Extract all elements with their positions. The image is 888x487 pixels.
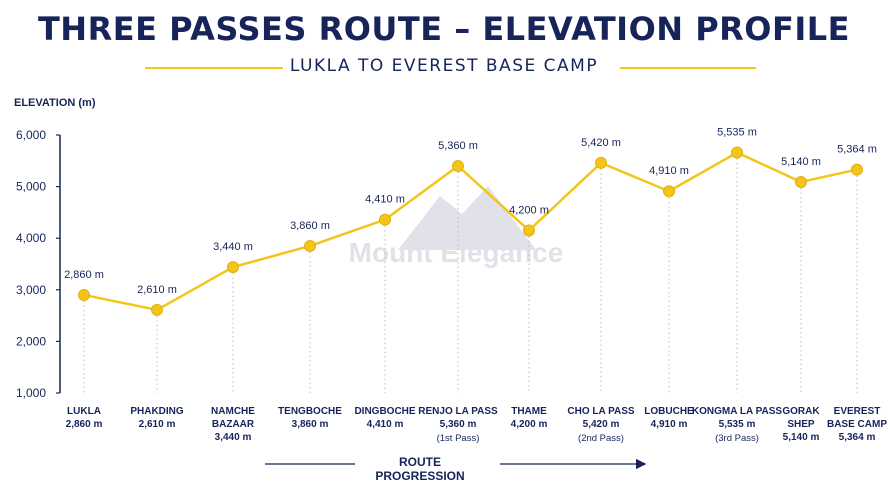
data-label: 2,860 m bbox=[64, 269, 104, 281]
data-point bbox=[227, 261, 239, 274]
data-point bbox=[151, 303, 163, 316]
category-label-line: 4,910 m bbox=[651, 419, 688, 430]
category-label-line: PHAKDING bbox=[130, 406, 184, 417]
y-tick-label: 1,000 bbox=[16, 386, 46, 400]
data-point bbox=[304, 239, 316, 252]
category-label: PHAKDING 2,610 m bbox=[130, 406, 184, 430]
subtitle-row: LUKLA TO EVEREST BASE CAMP bbox=[0, 56, 888, 80]
y-tick-label: 2,000 bbox=[16, 334, 46, 348]
data-label: 4,910 m bbox=[649, 165, 689, 177]
category-label-line: 2,610 m bbox=[139, 419, 176, 430]
data-point bbox=[851, 163, 863, 176]
y-tick-label: 6,000 bbox=[16, 128, 46, 142]
data-label: 2,610 m bbox=[137, 284, 177, 296]
watermark-text: Mount Elegance bbox=[349, 237, 564, 268]
data-label: 4,410 m bbox=[365, 194, 405, 206]
y-tick-label: 5,000 bbox=[16, 180, 46, 194]
category-label-line: DINGBOCHE bbox=[354, 406, 415, 417]
pass-note: (1st Pass) bbox=[437, 433, 480, 444]
category-label: CHO LA PASS 5,420 m bbox=[567, 406, 635, 430]
category-label-line: CHO LA PASS bbox=[567, 406, 635, 417]
data-label: 5,535 m bbox=[717, 127, 757, 139]
category-label-line: LUKLA bbox=[67, 406, 101, 417]
data-label: 5,140 m bbox=[781, 156, 821, 168]
category-label-line: 5,140 m bbox=[783, 432, 820, 443]
data-point bbox=[663, 185, 675, 198]
category-label: DINGBOCHE 4,410 m bbox=[354, 406, 415, 430]
category-label-line: 3,440 m bbox=[215, 432, 252, 443]
data-point bbox=[595, 156, 607, 169]
category-label: EVEREST BASE CAMP 5,364 m bbox=[827, 406, 887, 443]
category-label-line: 3,860 m bbox=[292, 419, 329, 430]
y-tick-label: 4,000 bbox=[16, 231, 46, 245]
data-point bbox=[379, 213, 391, 226]
pass-note: (2nd Pass) bbox=[578, 433, 624, 444]
category-label-line: 5,360 m bbox=[440, 419, 477, 430]
category-label-line: NAMCHE bbox=[211, 406, 255, 417]
category-label-line: BASE CAMP bbox=[827, 419, 887, 430]
watermark-logo: Mount Elegance bbox=[349, 186, 564, 268]
category-label: THAME 4,200 m bbox=[511, 406, 548, 430]
category-label-line: GORAK bbox=[782, 406, 820, 417]
category-label-line: TENGBOCHE bbox=[278, 406, 342, 417]
category-label: LUKLA 2,860 m bbox=[66, 406, 103, 430]
y-tick-label: 3,000 bbox=[16, 283, 46, 297]
pass-note: (3rd Pass) bbox=[715, 433, 759, 444]
data-label: 5,360 m bbox=[438, 140, 478, 152]
category-label: RENJO LA PASS 5,360 m bbox=[418, 406, 498, 430]
data-label: 3,860 m bbox=[290, 220, 330, 232]
category-label: NAMCHE BAZAAR 3,440 m bbox=[211, 406, 255, 443]
data-point bbox=[452, 159, 464, 172]
category-label-line: 4,200 m bbox=[511, 419, 548, 430]
data-point bbox=[523, 224, 535, 237]
data-label: 5,420 m bbox=[581, 137, 621, 149]
data-point bbox=[731, 146, 743, 159]
category-label: LOBUCHE 4,910 m bbox=[644, 406, 694, 430]
category-label-line: SHEP bbox=[787, 419, 815, 430]
category-label-line: EVEREST bbox=[834, 406, 881, 417]
watermark-mountain bbox=[398, 186, 536, 250]
category-label-line: 2,860 m bbox=[66, 419, 103, 430]
category-label-line: KONGMA LA PASS bbox=[692, 406, 783, 417]
x-axis-label: ROUTE PROGRESSION bbox=[375, 455, 465, 483]
data-label: 4,200 m bbox=[509, 204, 549, 216]
category-label-line: 5,364 m bbox=[839, 432, 876, 443]
category-label-line: 5,420 m bbox=[583, 419, 620, 430]
category-label-line: 4,410 m bbox=[367, 419, 404, 430]
data-label: 3,440 m bbox=[213, 241, 253, 253]
data-label: 5,364 m bbox=[837, 144, 877, 156]
category-label-line: RENJO LA PASS bbox=[418, 406, 498, 417]
subtitle-rule-right bbox=[620, 67, 756, 69]
category-label: GORAK SHEP 5,140 m bbox=[782, 406, 820, 443]
category-label-line: THAME bbox=[511, 406, 547, 417]
data-point bbox=[795, 175, 807, 188]
page-subtitle: LUKLA TO EVEREST BASE CAMP bbox=[289, 56, 599, 76]
elevation-line bbox=[83, 151, 858, 312]
category-label: KONGMA LA PASS 5,535 m bbox=[692, 406, 783, 430]
category-label: TENGBOCHE 3,860 m bbox=[278, 406, 342, 430]
y-axis-label: ELEVATION (m) bbox=[14, 97, 96, 109]
subtitle-rule-left bbox=[145, 67, 283, 69]
category-label-line: LOBUCHE bbox=[644, 406, 694, 417]
page-title: THREE PASSES ROUTE – ELEVATION PROFILE bbox=[37, 10, 851, 48]
category-label-line: BAZAAR bbox=[212, 419, 255, 430]
category-label-line: 5,535 m bbox=[719, 419, 756, 430]
data-point bbox=[78, 288, 90, 301]
